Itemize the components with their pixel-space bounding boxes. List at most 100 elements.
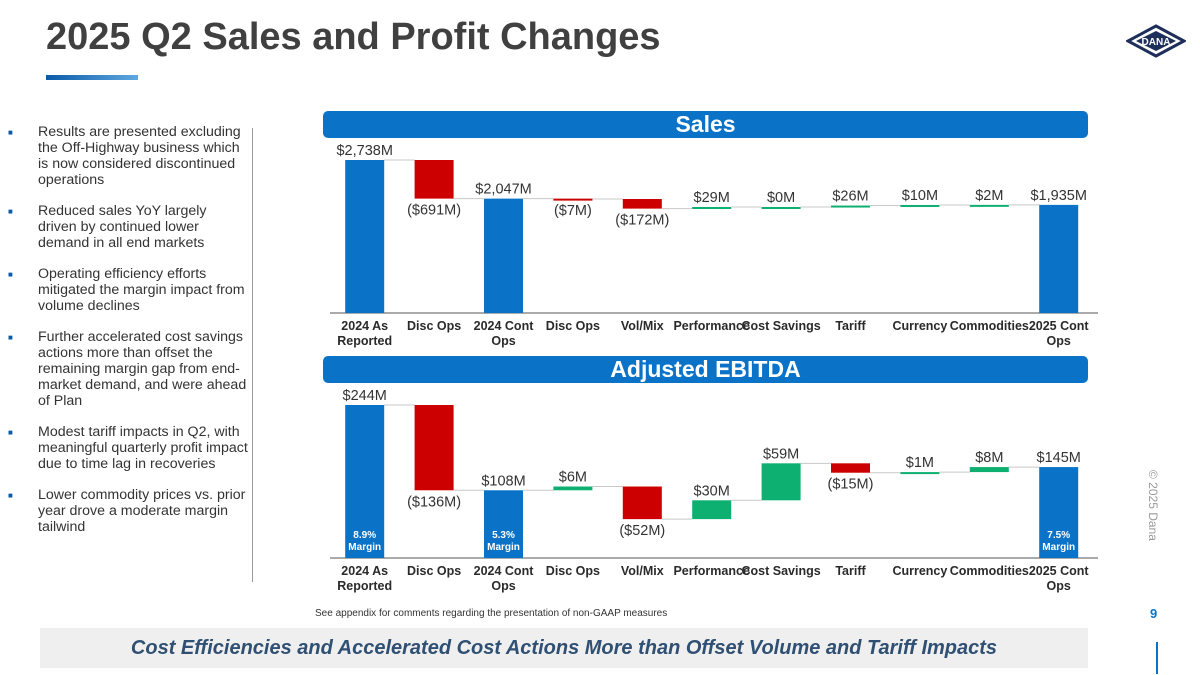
ebitda-bar	[969, 467, 1009, 473]
square-bullet-icon: ■	[8, 207, 13, 216]
sales-value-label: ($7M)	[554, 203, 592, 219]
ebitda-bar	[553, 486, 593, 491]
ebitda-margin-label: 5.3%	[492, 530, 515, 541]
ebitda-value-label: $244M	[343, 388, 387, 404]
sales-category-label: Vol/Mix	[621, 319, 664, 333]
sales-bar	[553, 198, 593, 201]
ebitda-value-label: ($15M)	[828, 477, 874, 493]
ebitda-margin-label: Margin	[348, 542, 381, 553]
ebitda-category-label: 2024 As	[341, 564, 388, 578]
sales-value-label: ($172M)	[615, 213, 669, 229]
bullet-item: ■ Operating efficiency efforts mitigated …	[8, 266, 245, 314]
square-bullet-icon: ■	[8, 270, 13, 279]
footnote: See appendix for comments regarding the …	[315, 608, 668, 619]
ebitda-margin-label: 8.9%	[353, 530, 376, 541]
sales-category-label: Disc Ops	[546, 319, 600, 333]
square-bullet-icon: ■	[8, 128, 13, 137]
bullet-item: ■ Results are presented excluding the Off…	[8, 124, 241, 188]
ebitda-bar	[484, 490, 523, 558]
dana-logo: DANA	[1126, 24, 1186, 58]
sales-category-label: Performance	[673, 319, 749, 333]
bullet-list: ■ Results are presented excluding the Off…	[8, 124, 248, 550]
sales-value-label: $26M	[832, 189, 868, 205]
sales-category-label: Ops	[1047, 334, 1071, 348]
sales-value-label: $1,935M	[1030, 188, 1086, 204]
ebitda-value-label: $145M	[1037, 450, 1081, 466]
sales-bar	[692, 206, 732, 209]
bullet-item: ■ Lower commodity prices vs. prior year d…	[8, 487, 246, 535]
sales-bar	[969, 204, 1009, 207]
ebitda-category-label: 2025 Cont	[1029, 564, 1090, 578]
ebitda-bar	[1039, 467, 1079, 558]
sales-category-label: Ops	[491, 334, 515, 348]
bullet-item: ■ Reduced sales YoY largely driven by con…	[8, 203, 207, 251]
ebitda-bar	[900, 472, 940, 475]
ebitda-category-label: Currency	[892, 564, 947, 578]
ebitda-category-label: Tariff	[835, 564, 866, 578]
accent-bar	[1156, 642, 1158, 674]
bottom-banner: Cost Efficiencies and Accelerated Cost A…	[40, 628, 1088, 668]
ebitda-category-label: Cost Savings	[742, 564, 821, 578]
sales-bar	[345, 160, 385, 313]
sales-value-label: $10M	[902, 188, 938, 204]
sales-category-label: Disc Ops	[407, 319, 461, 333]
sales-value-label: $29M	[694, 190, 730, 206]
ebitda-margin-label: Margin	[1042, 542, 1075, 553]
bullet-item: ■ Further accelerated cost savings action…	[8, 329, 247, 409]
sales-bar	[761, 206, 801, 209]
ebitda-banner: Adjusted EBITDA	[323, 356, 1088, 383]
ebitda-bar	[345, 405, 385, 558]
page-number: 9	[1150, 606, 1158, 621]
sales-category-label: Tariff	[835, 319, 866, 333]
ebitda-category-label: Ops	[1047, 579, 1071, 593]
sales-value-label: $0M	[767, 190, 795, 206]
ebitda-margin-label: Margin	[487, 542, 520, 553]
sales-category-label: 2025 Cont	[1029, 319, 1090, 333]
sales-value-label: $2M	[975, 188, 1003, 204]
square-bullet-icon: ■	[8, 333, 13, 342]
ebitda-bar	[761, 463, 801, 501]
sales-value-label: ($691M)	[407, 203, 461, 219]
ebitda-category-label: Vol/Mix	[621, 564, 664, 578]
ebitda-category-label: Disc Ops	[546, 564, 600, 578]
ebitda-category-label: Commodities	[950, 564, 1029, 578]
title-underline	[46, 75, 138, 80]
square-bullet-icon: ■	[8, 491, 13, 500]
sales-category-label: Commodities	[950, 319, 1029, 333]
sales-category-label: Currency	[892, 319, 947, 333]
sales-bar	[414, 160, 454, 199]
sales-category-label: 2024 As	[341, 319, 388, 333]
sales-category-label: Cost Savings	[742, 319, 821, 333]
ebitda-bar	[831, 463, 870, 473]
ebitda-bar	[414, 405, 454, 491]
ebitda-value-label: ($136M)	[407, 494, 461, 510]
sales-category-label: Reported	[337, 334, 392, 348]
ebitda-value-label: $108M	[481, 473, 525, 489]
square-bullet-icon: ■	[8, 428, 13, 437]
sales-value-label: $2,738M	[336, 143, 392, 159]
ebitda-value-label: $30M	[694, 483, 730, 499]
ebitda-value-label: ($52M)	[619, 523, 665, 539]
ebitda-category-label: 2024 Cont	[474, 564, 535, 578]
ebitda-value-label: $8M	[975, 450, 1003, 466]
copyright: © 2025 Dana	[1146, 470, 1160, 541]
sales-bar	[900, 204, 940, 207]
ebitda-bar	[692, 500, 732, 520]
ebitda-bar	[622, 486, 662, 520]
bottom-banner-text: Cost Efficiencies and Accelerated Cost A…	[130, 637, 998, 659]
sales-bar	[484, 198, 523, 313]
ebitda-value-label: $59M	[763, 446, 799, 462]
ebitda-category-label: Ops	[491, 579, 515, 593]
sales-category-label: 2024 Cont	[474, 319, 535, 333]
ebitda-value-label: $6M	[559, 470, 587, 486]
logo-text: DANA	[1142, 37, 1171, 48]
ebitda-value-label: $1M	[906, 455, 934, 471]
vertical-divider	[252, 128, 253, 582]
sales-banner: Sales	[323, 111, 1088, 138]
bullet-item: ■ Modest tariff impacts in Q2, with meani…	[8, 424, 248, 472]
page-title: 2025 Q2 Sales and Profit Changes	[46, 16, 661, 58]
sales-bar	[1039, 204, 1079, 313]
ebitda-category-label: Performance	[673, 564, 749, 578]
